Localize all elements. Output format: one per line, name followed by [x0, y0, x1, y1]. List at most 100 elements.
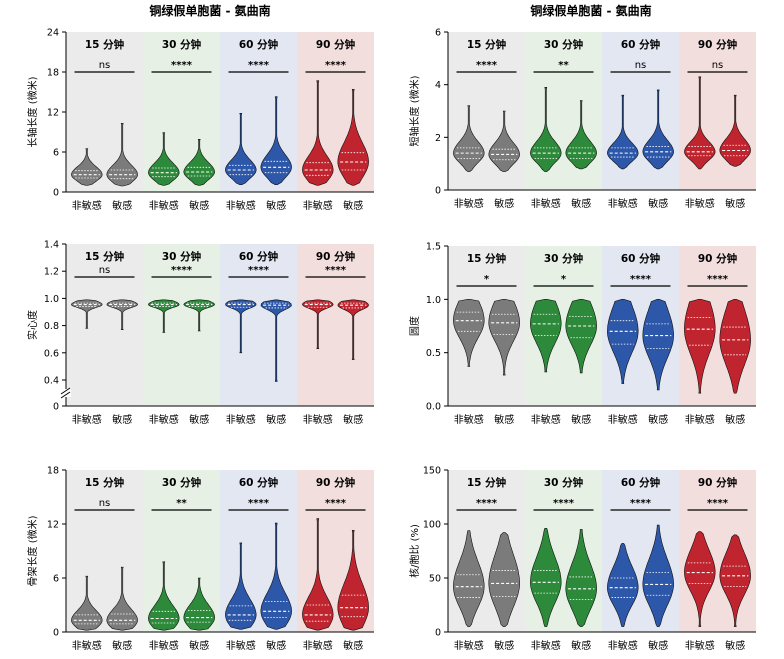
significance-label: * [561, 274, 567, 285]
violin [565, 299, 597, 374]
violin [260, 299, 292, 382]
left-column-title: 铜绿假单胞菌 - 氨曲南 [149, 4, 271, 18]
significance-label: **** [248, 498, 270, 509]
x-tick-label: 非敏感 [149, 639, 179, 652]
x-tick-label: 敏感 [112, 413, 132, 426]
group-label: 15 分钟 [85, 250, 125, 263]
y-tick-label: 100 [423, 520, 441, 531]
x-tick-label: 敏感 [343, 199, 363, 212]
y-tick-label: 18 [47, 466, 59, 477]
axis-break-mark [60, 391, 71, 399]
violin [71, 148, 103, 186]
violin [337, 299, 369, 360]
x-tick-label: 敏感 [343, 413, 363, 426]
x-tick-label: 非敏感 [608, 639, 638, 652]
group-label: 60 分钟 [239, 476, 279, 489]
x-tick-label: 非敏感 [531, 413, 561, 426]
group-label: 30 分钟 [544, 476, 584, 489]
group-label: 15 分钟 [467, 38, 507, 51]
violin [607, 94, 639, 170]
x-tick-label: 敏感 [266, 639, 286, 652]
x-tick-label: 敏感 [189, 199, 209, 212]
x-tick-label: 非敏感 [454, 413, 484, 426]
violin [642, 299, 674, 391]
x-tick-label: 敏感 [725, 197, 745, 210]
group-band-3 [220, 244, 297, 406]
significance-label: **** [707, 498, 729, 509]
violin [260, 96, 292, 185]
panel-4: 圆度 [408, 245, 756, 407]
x-tick-label: 敏感 [112, 199, 132, 212]
group-label: 30 分钟 [162, 38, 202, 51]
x-tick-label: 敏感 [725, 413, 745, 426]
x-tick-label: 非敏感 [303, 639, 333, 652]
x-tick-label: 敏感 [725, 639, 745, 652]
y-axis-label: 实心度 [26, 310, 39, 340]
violin [607, 543, 639, 627]
panel-5: 骨架长度 (微米) [26, 469, 374, 633]
violin [642, 89, 674, 170]
violin [225, 542, 257, 630]
group-label: 30 分钟 [544, 252, 584, 265]
y-tick-label: 0 [53, 402, 59, 413]
significance-label: ns [635, 60, 647, 71]
significance-label: **** [630, 498, 652, 509]
group-band-3 [602, 32, 679, 190]
x-tick-label: 敏感 [571, 639, 591, 652]
group-label: 90 分钟 [316, 250, 356, 263]
y-tick-label: 0.4 [44, 376, 59, 387]
significance-label: **** [630, 274, 652, 285]
y-axis-label: 长轴长度 (微米) [26, 76, 39, 147]
significance-label: **** [707, 274, 729, 285]
significance-label: **** [476, 60, 498, 71]
group-label: 90 分钟 [698, 476, 738, 489]
violin [302, 518, 334, 631]
violin [488, 299, 520, 376]
significance-label: **** [171, 60, 193, 71]
y-tick-label: 0.6 [44, 348, 59, 359]
panel-2: 短轴长度 (微米) [408, 31, 756, 191]
x-tick-label: 敏感 [494, 197, 514, 210]
y-tick-label: 0 [53, 628, 59, 639]
x-tick-label: 敏感 [494, 413, 514, 426]
violin [453, 105, 485, 172]
x-tick-label: 敏感 [648, 639, 668, 652]
y-tick-label: 1.4 [44, 240, 59, 251]
y-tick-label: 1.2 [44, 267, 59, 278]
y-tick-label: 1.5 [426, 242, 441, 253]
significance-label: ns [712, 60, 724, 71]
y-tick-label: 150 [423, 466, 441, 477]
panel-6: 核/胞比 (%) [408, 469, 756, 633]
group-band-1 [448, 32, 525, 190]
y-tick-label: 18 [47, 68, 59, 79]
group-label: 60 分钟 [621, 476, 661, 489]
group-label: 15 分钟 [467, 252, 507, 265]
y-axis-label: 圆度 [408, 316, 421, 336]
x-tick-label: 非敏感 [454, 639, 484, 652]
group-label: 60 分钟 [621, 252, 661, 265]
group-band-4 [679, 32, 756, 190]
significance-label: **** [248, 60, 270, 71]
x-tick-label: 敏感 [112, 639, 132, 652]
x-tick-label: 非敏感 [685, 639, 715, 652]
y-tick-label: 0 [53, 188, 59, 199]
significance-label: ns [99, 265, 111, 276]
x-tick-label: 敏感 [494, 639, 514, 652]
significance-label: **** [248, 265, 270, 276]
x-tick-label: 非敏感 [226, 199, 256, 212]
x-tick-label: 敏感 [189, 639, 209, 652]
group-label: 30 分钟 [544, 38, 584, 51]
y-tick-label: 6 [53, 148, 59, 159]
violin [719, 94, 751, 167]
significance-label: * [484, 274, 490, 285]
violin [106, 566, 138, 631]
violin [684, 76, 716, 170]
group-label: 30 分钟 [162, 476, 202, 489]
x-tick-label: 非敏感 [72, 639, 102, 652]
y-tick-label: 0 [435, 628, 441, 639]
significance-label: ns [99, 60, 111, 71]
violin [148, 561, 180, 631]
violin [183, 299, 215, 332]
group-label: 15 分钟 [85, 476, 125, 489]
x-tick-label: 敏感 [648, 413, 668, 426]
